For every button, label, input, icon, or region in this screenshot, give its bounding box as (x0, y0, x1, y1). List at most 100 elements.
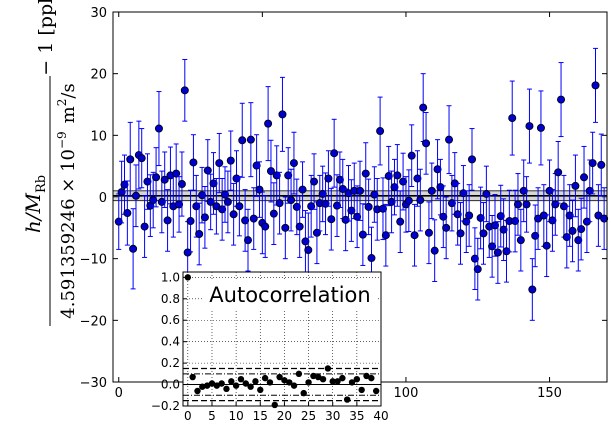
point-marker (370, 190, 379, 199)
inset-x-tick-label: 40 (373, 409, 388, 423)
y-tick-label: −20 (80, 314, 107, 329)
point-marker (269, 209, 278, 218)
data-point (427, 162, 436, 220)
point-marker (387, 197, 396, 206)
autocorr-point (276, 373, 283, 381)
autocorr-point (242, 380, 249, 387)
point-marker (223, 197, 232, 206)
autocorr-point (257, 386, 264, 394)
point-marker (479, 229, 488, 238)
data-point (508, 80, 517, 156)
data-point (600, 187, 609, 250)
data-point (255, 161, 264, 218)
data-point (146, 174, 155, 237)
point-marker (131, 191, 140, 200)
point-marker (198, 191, 207, 200)
data-point (516, 208, 525, 272)
data-point (551, 173, 560, 236)
point-marker (126, 155, 135, 164)
data-point (450, 152, 459, 215)
data-point (327, 187, 336, 251)
autocorr-point (319, 376, 327, 383)
data-point (557, 62, 566, 138)
point-marker (574, 236, 583, 245)
autocorr-point (348, 379, 356, 386)
data-point (468, 128, 477, 191)
data-point (384, 145, 393, 207)
autocorr-point (286, 379, 293, 386)
inset-x-tick-label: 15 (253, 409, 268, 423)
point-marker (160, 175, 169, 184)
autocorr-point (290, 382, 298, 389)
data-point (470, 227, 479, 290)
inset-y-tick-label: 1.0 (161, 270, 180, 284)
autocorr-point (247, 383, 254, 390)
data-point (129, 208, 138, 290)
data-point (445, 105, 454, 175)
point-marker (562, 233, 571, 242)
autocorr-point (358, 386, 365, 394)
data-point (355, 160, 364, 221)
data-point (577, 197, 586, 261)
point-marker (275, 199, 284, 208)
point-marker (542, 241, 551, 250)
inset-y-tick-label: 0.2 (161, 356, 180, 370)
point-marker (476, 213, 485, 222)
data-point (195, 202, 204, 266)
point-marker (516, 236, 525, 245)
point-marker (436, 183, 445, 192)
point-marker (289, 159, 298, 168)
data-point (496, 184, 505, 248)
data-point (301, 210, 310, 273)
data-point (272, 145, 281, 206)
point-marker (341, 215, 350, 224)
data-point (568, 199, 577, 263)
point-marker (419, 103, 428, 112)
point-marker (120, 180, 129, 189)
point-marker (588, 159, 597, 168)
point-marker (281, 223, 290, 232)
ylabel-denominator-exp: −9 (55, 131, 69, 149)
point-marker (226, 156, 235, 165)
data-point (413, 150, 422, 207)
point-marker (499, 225, 508, 234)
data-point (361, 142, 370, 205)
point-marker (177, 180, 186, 189)
ylabel-denominator-unit: m (58, 106, 79, 123)
point-marker (591, 81, 600, 90)
inset-y-tick-label: 0.4 (161, 335, 180, 349)
autocorr-point (252, 378, 259, 385)
data-point (387, 170, 396, 234)
data-point (149, 171, 158, 229)
point-marker (580, 173, 589, 182)
svg-text:4.591359246 × 10−9m2/s: 4.591359246 × 10−9 m2/s (55, 83, 79, 318)
data-point (370, 166, 379, 223)
point-marker (189, 158, 198, 167)
point-marker (353, 212, 362, 221)
point-marker (172, 169, 181, 178)
data-point (571, 154, 580, 218)
point-marker (565, 211, 574, 220)
point-marker (195, 229, 204, 238)
point-marker (528, 285, 537, 294)
point-marker (459, 189, 468, 198)
point-marker (453, 210, 462, 219)
ylabel-denominator-unit-exp: 2 (55, 99, 69, 107)
point-marker (407, 151, 416, 160)
data-point (548, 189, 557, 252)
ylabel-suffix: − 1 [ppb] (35, 0, 57, 76)
data-point (588, 131, 597, 195)
point-marker (266, 167, 275, 176)
point-marker (422, 139, 431, 148)
point-marker (376, 127, 385, 136)
data-point (264, 86, 273, 162)
data-point (390, 158, 399, 216)
point-marker (381, 231, 390, 240)
data-point (554, 141, 563, 204)
x-tick-label: 150 (537, 386, 562, 401)
data-point (278, 76, 287, 152)
point-marker (416, 196, 425, 205)
data-point (493, 221, 502, 284)
data-point (542, 214, 551, 278)
autocorr-point (343, 396, 351, 403)
